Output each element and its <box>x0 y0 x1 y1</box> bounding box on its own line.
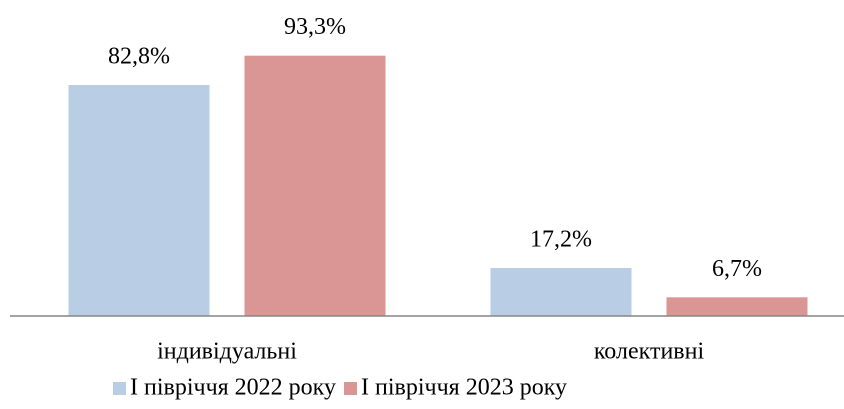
bar <box>490 268 632 316</box>
category-label: колективні <box>594 339 705 365</box>
value-label: 93,3% <box>284 14 346 40</box>
bar <box>666 297 808 316</box>
legend-label: І півріччя 2022 року <box>130 375 336 401</box>
legend-label: І півріччя 2023 року <box>361 375 567 401</box>
value-label: 6,7% <box>712 256 762 282</box>
value-label: 82,8% <box>108 43 170 69</box>
bar <box>244 55 386 317</box>
legend-swatch <box>113 382 126 395</box>
legend-swatch <box>344 382 358 395</box>
category-label: індивідуальні <box>157 339 297 365</box>
bar <box>68 84 210 316</box>
value-label: 17,2% <box>530 227 592 253</box>
